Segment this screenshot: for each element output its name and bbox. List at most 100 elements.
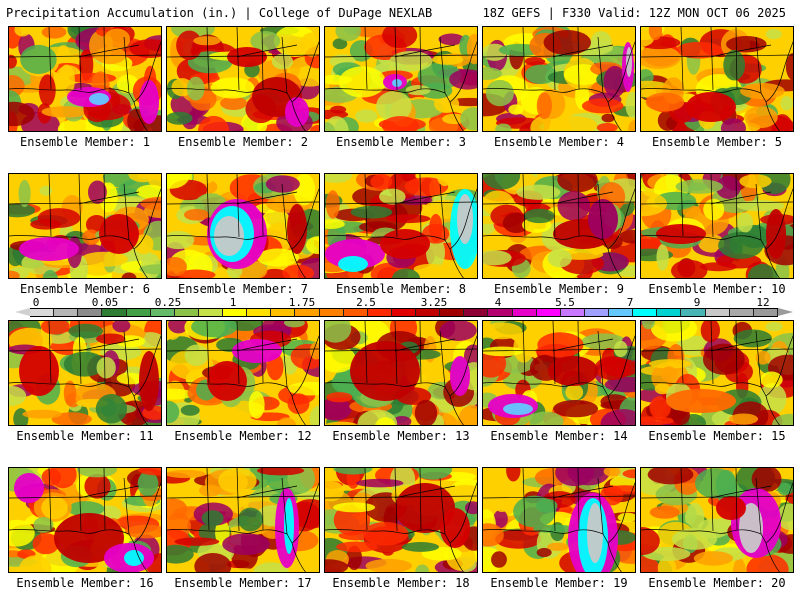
precip-contour xyxy=(121,272,137,278)
precip-contour xyxy=(426,236,446,269)
precip-contour xyxy=(19,555,52,572)
boundary-line xyxy=(394,174,398,238)
precip-contour xyxy=(125,524,161,539)
precip-contour xyxy=(19,346,59,396)
precip-map-canvas xyxy=(9,321,161,425)
precip-contour xyxy=(654,383,671,395)
precip-contour xyxy=(325,480,345,502)
ensemble-member-map[interactable] xyxy=(324,320,478,426)
boundary-line xyxy=(522,321,526,384)
precip-map-canvas xyxy=(9,27,161,131)
ensemble-member-map[interactable] xyxy=(482,467,636,573)
boundary-line xyxy=(9,495,161,499)
boundary-line xyxy=(755,183,762,241)
boundary-line xyxy=(236,485,298,499)
precip-contour xyxy=(193,36,221,46)
precip-contour xyxy=(325,219,345,229)
ensemble-member-map[interactable] xyxy=(8,173,162,279)
precip-contour xyxy=(325,559,349,572)
precip-contour xyxy=(365,558,413,572)
precip-contour xyxy=(350,205,393,219)
ensemble-member-map[interactable] xyxy=(482,173,636,279)
precip-contour xyxy=(167,388,194,400)
boundary-line xyxy=(325,495,477,499)
ensemble-member-map[interactable] xyxy=(640,467,794,573)
boundary-line xyxy=(9,201,161,205)
precip-contour xyxy=(650,321,698,342)
precip-contour xyxy=(626,47,632,77)
precip-contour xyxy=(548,356,598,386)
precip-contour xyxy=(686,92,736,122)
precip-contour xyxy=(671,259,708,278)
boundary-line xyxy=(236,338,298,352)
ensemble-member-map[interactable] xyxy=(640,320,794,426)
colorbar-segment xyxy=(440,309,465,316)
precip-contour xyxy=(527,411,564,425)
precip-contour xyxy=(751,468,782,493)
boundary-line xyxy=(325,348,477,352)
boundary-line xyxy=(206,27,210,90)
boundary-line xyxy=(78,321,82,385)
ensemble-member-map[interactable] xyxy=(8,467,162,573)
precip-contour xyxy=(67,501,105,517)
boundary-line xyxy=(9,382,148,425)
colorbar-tick-label: 1 xyxy=(229,296,237,309)
ensemble-member-map[interactable] xyxy=(166,467,320,573)
ensemble-member-map[interactable] xyxy=(8,26,162,132)
precip-contour xyxy=(232,339,282,363)
ensemble-member-map[interactable] xyxy=(324,467,478,573)
precip-contour xyxy=(739,174,772,189)
ensemble-member-map[interactable] xyxy=(166,320,320,426)
ensemble-member-map[interactable] xyxy=(324,26,478,132)
precip-contour xyxy=(603,65,627,98)
ensemble-member-map[interactable] xyxy=(166,173,320,279)
precip-contour xyxy=(168,321,189,334)
precip-contour xyxy=(546,542,569,552)
ensemble-member-map[interactable] xyxy=(166,26,320,132)
precip-contour xyxy=(173,484,194,495)
precip-map-canvas xyxy=(641,468,793,572)
precip-contour xyxy=(256,248,300,267)
precip-contour xyxy=(755,350,771,365)
ensemble-member-label: Ensemble Member: 18 xyxy=(332,576,470,590)
ensemble-member-map[interactable] xyxy=(482,26,636,132)
boundary-line xyxy=(765,335,793,397)
precip-map-canvas xyxy=(167,174,319,278)
boundary-line xyxy=(710,468,714,532)
ensemble-member-map[interactable] xyxy=(640,173,794,279)
precip-contour xyxy=(450,356,470,396)
colorbar-segment xyxy=(223,309,248,316)
ensemble-member-label: Ensemble Member: 12 xyxy=(174,429,312,443)
boundary-line xyxy=(394,191,456,205)
colorbar-segment xyxy=(150,309,175,316)
precip-contour xyxy=(176,30,203,61)
precip-contour xyxy=(737,212,754,233)
precip-contour xyxy=(433,94,460,114)
ensemble-member-map[interactable] xyxy=(640,26,794,132)
boundary-line xyxy=(48,321,52,384)
ensemble-member-map[interactable] xyxy=(8,320,162,426)
precip-contour xyxy=(524,56,546,66)
ensemble-member-label: Ensemble Member: 16 xyxy=(16,576,154,590)
ensemble-member-label: Ensemble Member: 17 xyxy=(174,576,312,590)
precip-contour xyxy=(139,80,159,124)
ensemble-member-label: Ensemble Member: 9 xyxy=(493,282,625,296)
precip-contour xyxy=(720,118,746,131)
precip-contour xyxy=(80,251,129,267)
precip-contour xyxy=(325,345,356,373)
ensemble-member-map[interactable] xyxy=(324,173,478,279)
colorbar-tick-label: 0.25 xyxy=(154,296,182,309)
precip-contour xyxy=(516,184,561,200)
precip-map-canvas xyxy=(325,174,477,278)
precip-contour xyxy=(581,98,624,114)
precip-contour xyxy=(415,564,430,572)
precip-map-canvas xyxy=(167,468,319,572)
precip-contour xyxy=(214,216,244,256)
precip-contour xyxy=(785,52,793,81)
precip-contour xyxy=(376,91,412,122)
colorbar-segment xyxy=(560,309,585,316)
boundary-line xyxy=(577,321,580,384)
ensemble-member-map[interactable] xyxy=(482,320,636,426)
precip-contour xyxy=(557,174,598,193)
boundary-line xyxy=(641,201,793,205)
